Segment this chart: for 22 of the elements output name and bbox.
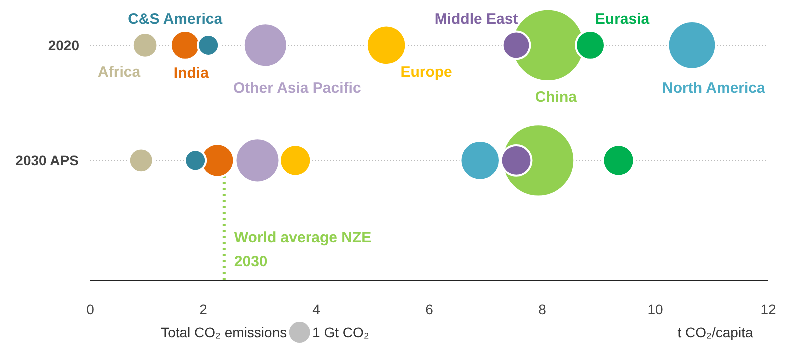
legend-title: Total CO₂ emissions (161, 324, 288, 340)
x-axis-title: t CO₂/capita (678, 324, 754, 340)
x-tick-label: 4 (312, 302, 321, 318)
y-tick-label: 2020 (48, 37, 80, 54)
x-tick-label: 8 (538, 302, 547, 318)
series-label: North America (662, 80, 766, 97)
series-label: China (535, 88, 578, 106)
series-label: Other Asia Pacific (233, 80, 362, 97)
x-tick-label: 0 (86, 302, 95, 318)
ref-line-label: World average NZE 2030 (234, 230, 372, 270)
series-label: Eurasia (595, 10, 650, 28)
x-tick-label: 12 (760, 302, 776, 318)
x-tick-label: 2 (200, 302, 208, 318)
series-label: India (174, 64, 210, 82)
series-label: Europe (400, 64, 452, 81)
x-tick-label: 10 (648, 302, 664, 318)
series-label: C&S America (128, 10, 224, 28)
legend-label: 1 Gt CO₂ (312, 324, 370, 340)
y-tick-label: 2030 APS (16, 152, 79, 169)
series-label: Middle East (434, 10, 518, 28)
series-label: Africa (98, 64, 142, 81)
x-tick-label: 6 (426, 302, 434, 318)
